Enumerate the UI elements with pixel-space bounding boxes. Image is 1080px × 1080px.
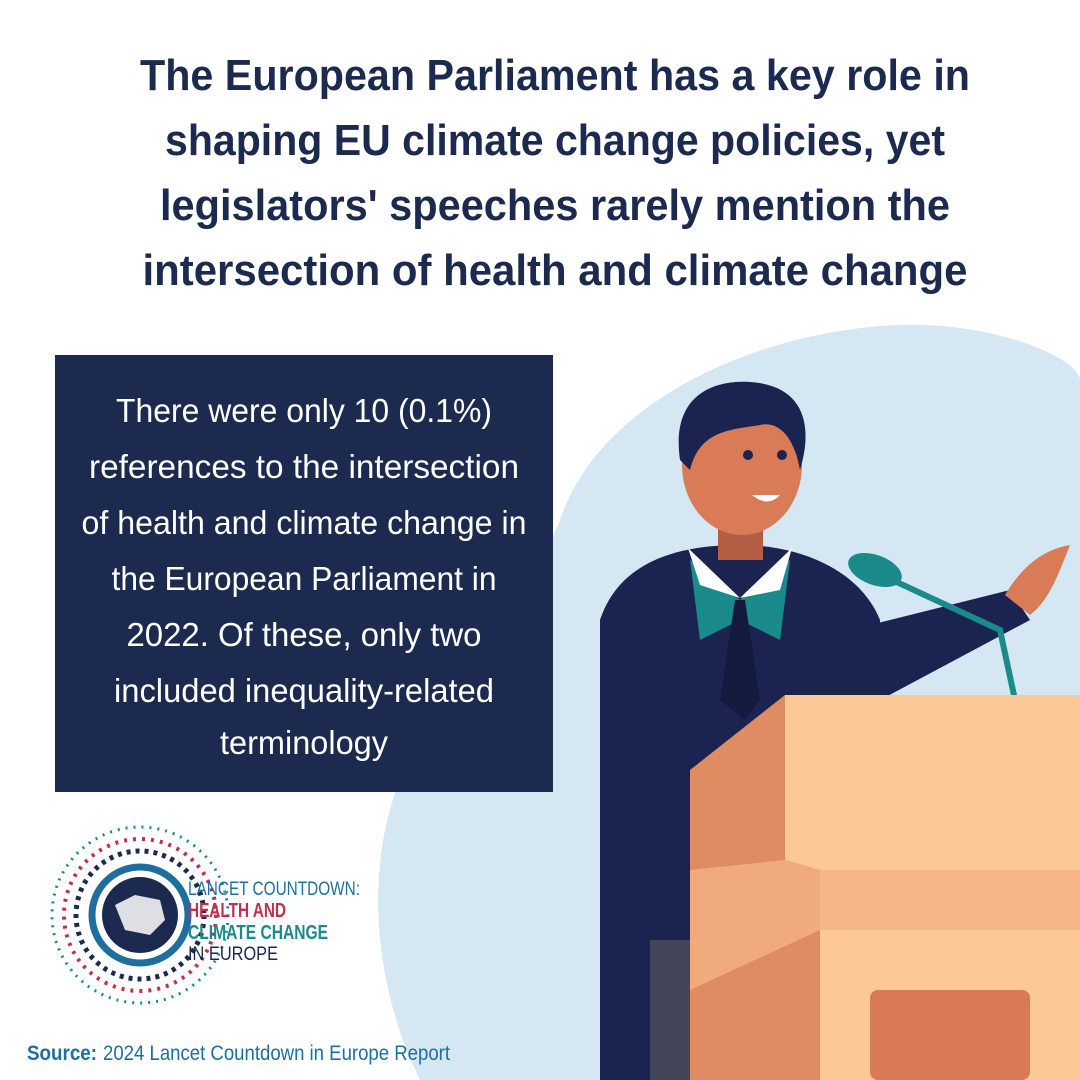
callout-line: terminology: [220, 724, 388, 761]
headline-line: legislators' speeches rarely mention the: [160, 181, 950, 230]
headline-line: intersection of health and climate chang…: [143, 246, 968, 295]
callout-box: [55, 355, 553, 792]
logo-text: CLIMATE CHANGE: [188, 922, 328, 944]
logo-emblem: [50, 825, 230, 1005]
headline-line: shaping EU climate change policies, yet: [165, 116, 945, 165]
source-label: Source:: [27, 1042, 97, 1065]
callout-line: references to the intersection: [89, 448, 519, 485]
logo-text: LANCET COUNTDOWN:: [188, 879, 360, 900]
logo-text: HEALTH AND: [188, 900, 286, 922]
callout-line: the European Parliament in: [112, 560, 497, 597]
callout-line: There were only 10 (0.1%): [116, 392, 492, 429]
source-text: 2024 Lancet Countdown in Europe Report: [103, 1042, 450, 1065]
headline-line: The European Parliament has a key role i…: [140, 51, 970, 100]
logo-text: IN EUROPE: [188, 944, 278, 965]
callout-line: 2022. Of these, only two: [127, 616, 482, 653]
callout-line: of health and climate change in: [82, 504, 527, 541]
speaker-illustration: [600, 381, 1080, 1080]
callout-line: included inequality-related: [114, 672, 494, 709]
